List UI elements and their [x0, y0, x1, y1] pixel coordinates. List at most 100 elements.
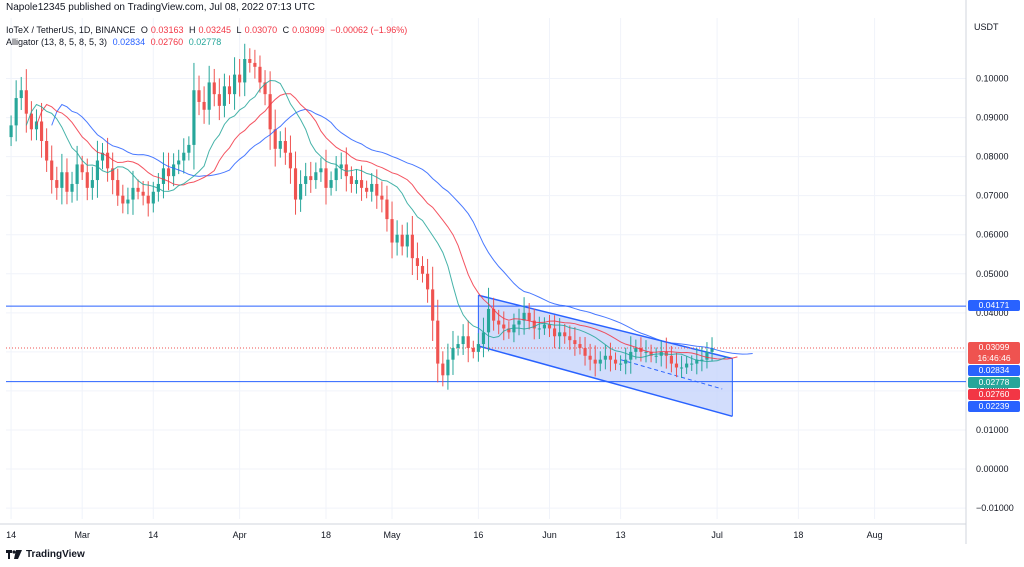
candle-body — [441, 363, 445, 376]
candle-body — [649, 351, 653, 356]
candle-body — [542, 324, 546, 329]
candle-body — [679, 367, 684, 369]
candle-body — [90, 180, 94, 188]
candle-body — [293, 168, 298, 200]
price-badge-value: 0.02778 — [978, 377, 1010, 387]
candle-body — [400, 234, 404, 247]
price-badge-value: 0.02834 — [978, 365, 1010, 375]
candle-body — [502, 324, 506, 329]
candle-body — [151, 191, 155, 204]
low-value: 0.03070 — [244, 25, 278, 35]
candle-body — [624, 359, 628, 364]
candle-body — [217, 94, 221, 106]
candle-body — [395, 234, 399, 243]
low-label: L — [236, 25, 242, 35]
candle-body — [695, 359, 699, 364]
candle-body — [365, 187, 369, 192]
price-badge: 0.02760 — [968, 389, 1020, 400]
candle-body — [619, 363, 623, 365]
candle-body — [634, 347, 638, 352]
candle-body — [75, 164, 79, 184]
candle-body — [111, 168, 115, 181]
channel-dashed-line — [620, 359, 723, 390]
candle-body — [116, 180, 120, 196]
alligator-teeth-line — [36, 93, 738, 360]
candle-body — [354, 180, 359, 184]
candle-body — [568, 336, 572, 341]
tradingview-logo[interactable]: TradingView — [6, 549, 85, 560]
candle-body — [527, 312, 531, 321]
countdown-timer: 16:46:46 — [977, 353, 1011, 363]
candle-body — [238, 74, 242, 83]
x-tick-label: Jun — [542, 530, 557, 540]
chart-legend: IoTeX / TetherUS, 1D, BINANCE O 0.03163 H… — [6, 24, 410, 48]
indicator-name[interactable]: Alligator (13, 8, 5, 8, 5, 3) — [6, 37, 108, 47]
candle-body — [309, 176, 313, 181]
candle-body — [497, 320, 501, 325]
candle-body — [319, 168, 323, 173]
candle-body — [131, 187, 135, 200]
candle-body — [60, 172, 64, 188]
candle-body — [65, 172, 69, 192]
candle-body — [492, 308, 496, 321]
candle-body — [202, 101, 206, 110]
candle-body — [456, 344, 460, 348]
candle-body — [324, 168, 328, 188]
candle-body — [334, 168, 338, 181]
candle-body — [45, 141, 49, 161]
candle-body — [34, 121, 39, 130]
candle-body — [573, 340, 577, 345]
candle-body — [24, 90, 28, 114]
x-tick-label: 18 — [321, 530, 331, 540]
candle-body — [248, 59, 252, 63]
close-value: 0.03099 — [292, 25, 325, 35]
candle-body — [593, 359, 597, 364]
candle-body — [583, 347, 587, 356]
high-label: H — [188, 25, 196, 35]
candle-body — [349, 176, 353, 184]
candle-body — [299, 183, 303, 200]
candle-body — [222, 86, 226, 106]
candle-body — [517, 320, 521, 325]
candle-body — [197, 90, 201, 102]
candle-body — [70, 183, 74, 192]
candle-body — [420, 265, 425, 274]
candle-body — [375, 183, 379, 196]
candle-body — [705, 351, 709, 360]
y-tick-label: 0.05000 — [976, 269, 1009, 279]
alligator-lips-line — [25, 80, 728, 362]
candle-body — [126, 199, 130, 204]
candle-body — [39, 121, 44, 142]
candle-body — [141, 191, 145, 196]
candle-body — [258, 66, 262, 83]
lips-value: 0.02778 — [188, 37, 222, 47]
candle-body — [232, 74, 237, 95]
candle-body — [532, 320, 536, 329]
candle-body — [19, 90, 23, 99]
candle-body — [9, 125, 13, 138]
quote-currency-label: USDT — [974, 22, 999, 32]
x-tick-label: Jul — [711, 530, 723, 540]
x-tick-label: Apr — [233, 530, 247, 540]
price-badge: 0.02778 — [968, 377, 1020, 388]
candle-body — [14, 98, 18, 126]
x-tick-label: Aug — [867, 530, 883, 540]
published-by-text: Napole12345 published on TradingView.com… — [6, 2, 315, 13]
candle-body — [136, 187, 140, 192]
y-tick-label: 0.10000 — [976, 74, 1009, 84]
candle-body — [370, 183, 374, 192]
candle-body — [268, 94, 272, 130]
candle-body — [390, 219, 394, 243]
candle-body — [563, 332, 567, 337]
tradingview-logo-icon — [6, 550, 22, 559]
high-value: 0.03245 — [198, 25, 232, 35]
candle-body — [552, 328, 557, 337]
y-tick-label: 0.06000 — [976, 230, 1009, 240]
symbol-name[interactable]: IoTeX / TetherUS, 1D, BINANCE — [6, 25, 136, 35]
symbol-legend-row: IoTeX / TetherUS, 1D, BINANCE O 0.03163 H… — [6, 24, 410, 36]
close-label: C — [282, 25, 290, 35]
candle-body — [50, 160, 54, 181]
x-tick-label: 14 — [6, 530, 16, 540]
candle-body — [304, 176, 308, 184]
